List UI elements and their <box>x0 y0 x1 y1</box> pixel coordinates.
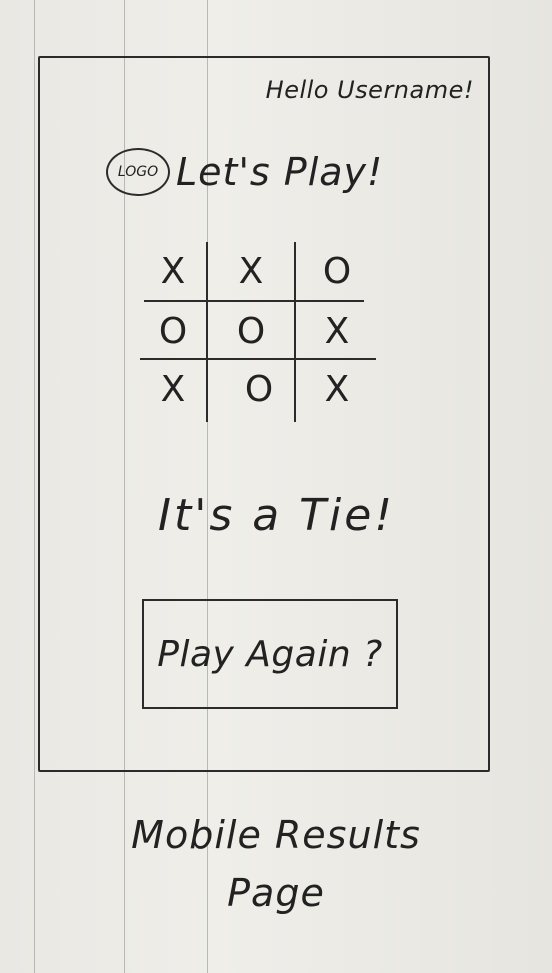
page-title: Let's Play! <box>176 150 384 194</box>
paper-rule-line <box>124 0 125 973</box>
grid-line <box>206 242 208 422</box>
paper-rule-line <box>34 0 35 973</box>
result-message: It's a Tie! <box>158 490 395 541</box>
board-cell[interactable]: X <box>160 368 186 410</box>
board-cell[interactable]: X <box>238 250 264 292</box>
grid-line <box>294 242 296 422</box>
caption-line-1: Mobile Results <box>131 813 421 857</box>
logo-icon: LOGO <box>106 148 170 196</box>
paper-rule-line <box>207 0 208 973</box>
board-cell[interactable]: X <box>160 250 186 292</box>
mobile-screen-frame: Hello Username! LOGO Let's Play! X X O O… <box>38 56 490 772</box>
caption-line-2: Page <box>227 871 325 915</box>
play-again-button[interactable]: Play Again ? <box>142 599 398 709</box>
tic-tac-toe-board: X X O O O X X O X <box>140 242 380 422</box>
board-cell[interactable]: O <box>236 310 266 352</box>
greeting-text: Hello Username! <box>265 76 474 104</box>
sketch-caption: Mobile Results Page <box>0 806 552 922</box>
board-cell[interactable]: O <box>158 310 188 352</box>
board-cell[interactable]: X <box>324 368 350 410</box>
board-cell[interactable]: X <box>324 310 350 352</box>
grid-line <box>140 358 376 360</box>
board-cell[interactable]: O <box>322 250 352 292</box>
grid-line <box>144 300 364 302</box>
board-cell[interactable]: O <box>244 368 274 410</box>
